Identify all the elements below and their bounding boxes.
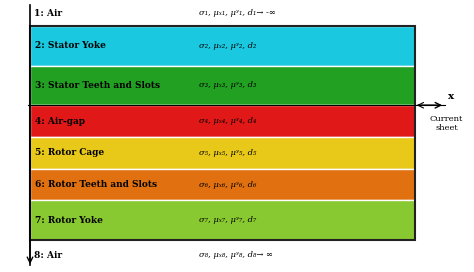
Text: σ₅, μₓ₅, μʸ₅, d₅: σ₅, μₓ₅, μʸ₅, d₅	[200, 149, 257, 157]
Text: σ₁, μₓ₁, μʸ₁, d₁→ -∞: σ₁, μₓ₁, μʸ₁, d₁→ -∞	[200, 9, 276, 17]
Text: σ₆, μₓ₆, μʸ₆, d₆: σ₆, μₓ₆, μʸ₆, d₆	[200, 181, 257, 188]
Text: 7: Rotor Yoke: 7: Rotor Yoke	[35, 216, 103, 225]
Bar	[30, 66, 415, 105]
Text: 5: Rotor Cage: 5: Rotor Cage	[35, 148, 104, 157]
Bar	[30, 137, 415, 169]
Text: σ₇, μₓ₇, μʸ₇, d₇: σ₇, μₓ₇, μʸ₇, d₇	[200, 216, 257, 224]
Text: Current
sheet: Current sheet	[430, 115, 464, 132]
Bar	[30, 169, 415, 200]
Text: 3: Stator Teeth and Slots: 3: Stator Teeth and Slots	[35, 81, 160, 90]
Text: 4: Air-gap: 4: Air-gap	[35, 117, 85, 126]
Bar	[30, 26, 415, 240]
Text: σ₃, μₓ₃, μʸ₃, d₃: σ₃, μₓ₃, μʸ₃, d₃	[200, 81, 257, 89]
Text: σ₂, μₓ₂, μʸ₂, d₂: σ₂, μₓ₂, μʸ₂, d₂	[200, 42, 257, 50]
Text: 2: Stator Yoke: 2: Stator Yoke	[35, 41, 106, 50]
Text: σ₈, μₓ₈, μʸ₈, d₈→ ∞: σ₈, μₓ₈, μʸ₈, d₈→ ∞	[200, 251, 273, 259]
Text: x: x	[448, 92, 454, 101]
Bar	[30, 105, 415, 137]
Text: 8: Air: 8: Air	[34, 251, 62, 259]
Bar	[30, 26, 415, 66]
Text: 6: Rotor Teeth and Slots: 6: Rotor Teeth and Slots	[35, 180, 157, 189]
Text: 1: Air: 1: Air	[34, 8, 62, 17]
Text: σ₄, μₓ₄, μʸ₄, d₄: σ₄, μₓ₄, μʸ₄, d₄	[200, 117, 257, 125]
Bar	[30, 200, 415, 240]
